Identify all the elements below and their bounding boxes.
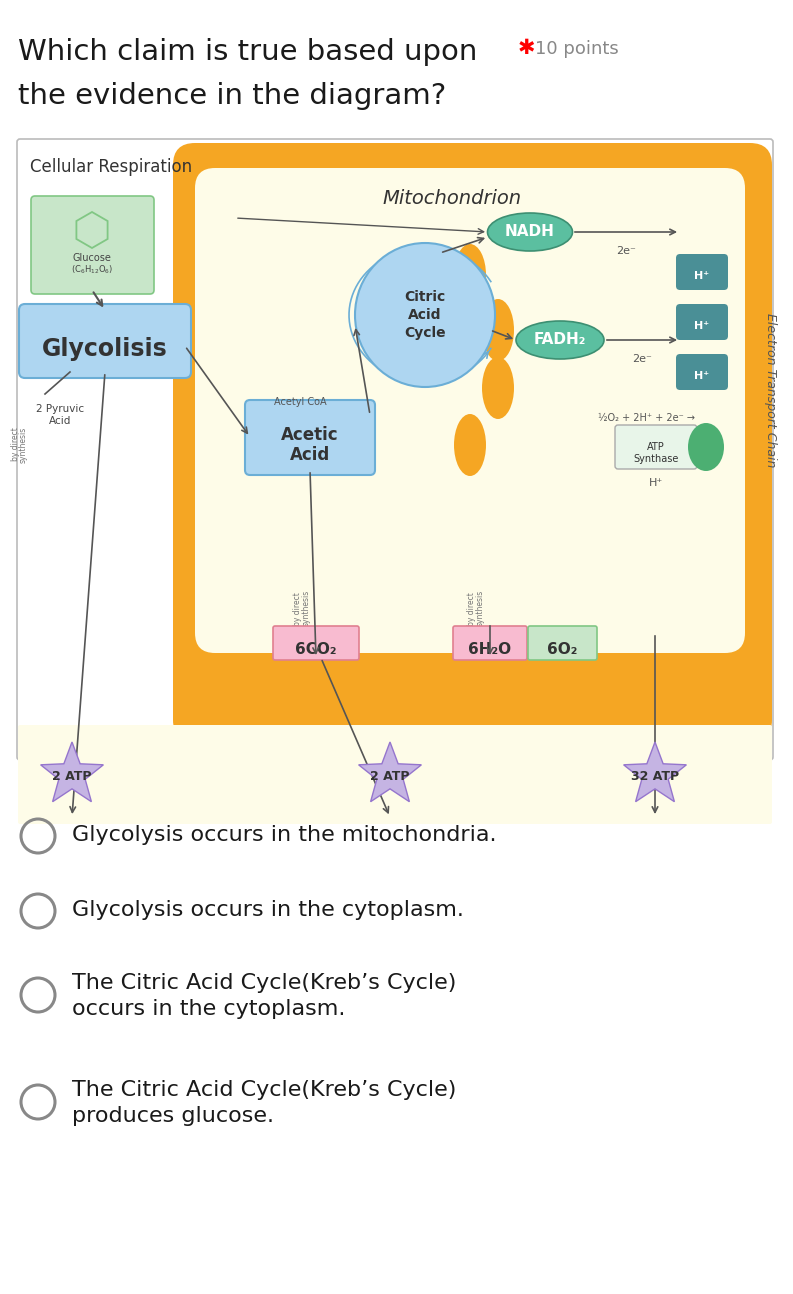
Polygon shape <box>40 741 103 802</box>
Text: occurs in the cytoplasm.: occurs in the cytoplasm. <box>72 999 346 1018</box>
Text: synthesis: synthesis <box>301 590 311 626</box>
Text: the evidence in the diagram?: the evidence in the diagram? <box>18 82 446 110</box>
Text: H⁺: H⁺ <box>649 477 663 488</box>
FancyBboxPatch shape <box>676 355 728 389</box>
Text: by direct: by direct <box>10 427 20 461</box>
Ellipse shape <box>454 245 486 305</box>
Text: by direct: by direct <box>468 593 477 626</box>
FancyBboxPatch shape <box>676 304 728 340</box>
FancyBboxPatch shape <box>173 144 772 741</box>
FancyBboxPatch shape <box>676 254 728 290</box>
Text: Cellular Respiration: Cellular Respiration <box>30 158 192 176</box>
Ellipse shape <box>482 357 514 419</box>
Text: by direct: by direct <box>293 593 302 626</box>
Text: Acetic
Acid: Acetic Acid <box>282 426 339 465</box>
Text: H⁺: H⁺ <box>695 270 710 281</box>
Text: Glycolisis: Glycolisis <box>42 336 168 361</box>
Text: synthesis: synthesis <box>476 590 485 626</box>
Text: 2e⁻: 2e⁻ <box>632 355 652 364</box>
Text: The Citric Acid Cycle(Kreb’s Cycle): The Citric Acid Cycle(Kreb’s Cycle) <box>72 973 457 992</box>
Text: 6O₂: 6O₂ <box>547 643 577 657</box>
Text: Mitochondrion: Mitochondrion <box>382 189 522 208</box>
Text: produces glucose.: produces glucose. <box>72 1106 274 1126</box>
Text: Acetyl CoA: Acetyl CoA <box>274 397 326 408</box>
FancyBboxPatch shape <box>17 138 773 760</box>
Ellipse shape <box>516 321 604 358</box>
Text: 32 ATP: 32 ATP <box>631 770 679 783</box>
Ellipse shape <box>488 214 573 251</box>
Text: Glucose: Glucose <box>73 254 112 263</box>
Text: Acid: Acid <box>49 415 71 426</box>
Text: Citric
Acid
Cycle: Citric Acid Cycle <box>404 290 446 340</box>
Polygon shape <box>358 741 421 802</box>
Text: 2 ATP: 2 ATP <box>370 770 410 783</box>
FancyBboxPatch shape <box>31 195 154 294</box>
Text: 2 Pyruvic: 2 Pyruvic <box>36 404 84 414</box>
FancyBboxPatch shape <box>19 304 191 378</box>
FancyBboxPatch shape <box>453 626 527 660</box>
Text: ½O₂ + 2H⁺ + 2e⁻ →: ½O₂ + 2H⁺ + 2e⁻ → <box>598 413 695 423</box>
Text: ATP
Synthase: ATP Synthase <box>634 443 679 463</box>
Ellipse shape <box>688 423 724 471</box>
Text: 2e⁻: 2e⁻ <box>616 246 636 256</box>
Ellipse shape <box>355 243 495 387</box>
Text: H⁺: H⁺ <box>695 321 710 331</box>
Text: 10 points: 10 points <box>535 40 619 58</box>
Text: Electron Transport Chain: Electron Transport Chain <box>764 313 776 467</box>
Text: 2 ATP: 2 ATP <box>52 770 92 783</box>
FancyBboxPatch shape <box>273 626 359 660</box>
Ellipse shape <box>454 414 486 476</box>
Ellipse shape <box>482 299 514 361</box>
Text: NADH: NADH <box>505 224 555 239</box>
Text: synthesis: synthesis <box>18 427 28 463</box>
Text: 6H₂O: 6H₂O <box>469 643 511 657</box>
FancyBboxPatch shape <box>18 725 772 824</box>
Text: Which claim is true based upon: Which claim is true based upon <box>18 38 477 66</box>
Text: 6CO₂: 6CO₂ <box>295 643 337 657</box>
Text: The Citric Acid Cycle(Kreb’s Cycle): The Citric Acid Cycle(Kreb’s Cycle) <box>72 1080 457 1100</box>
FancyBboxPatch shape <box>245 400 375 475</box>
Text: H⁺: H⁺ <box>695 371 710 380</box>
Text: FADH₂: FADH₂ <box>534 333 586 348</box>
Polygon shape <box>623 741 687 802</box>
Text: Glycolysis occurs in the cytoplasm.: Glycolysis occurs in the cytoplasm. <box>72 901 464 920</box>
Text: Glycolysis occurs in the mitochondria.: Glycolysis occurs in the mitochondria. <box>72 826 496 845</box>
FancyBboxPatch shape <box>528 626 597 660</box>
FancyBboxPatch shape <box>195 168 745 653</box>
FancyBboxPatch shape <box>615 424 697 468</box>
Text: ✱: ✱ <box>518 38 535 58</box>
Text: (C$_6$H$_{12}$O$_6$): (C$_6$H$_{12}$O$_6$) <box>71 263 113 276</box>
